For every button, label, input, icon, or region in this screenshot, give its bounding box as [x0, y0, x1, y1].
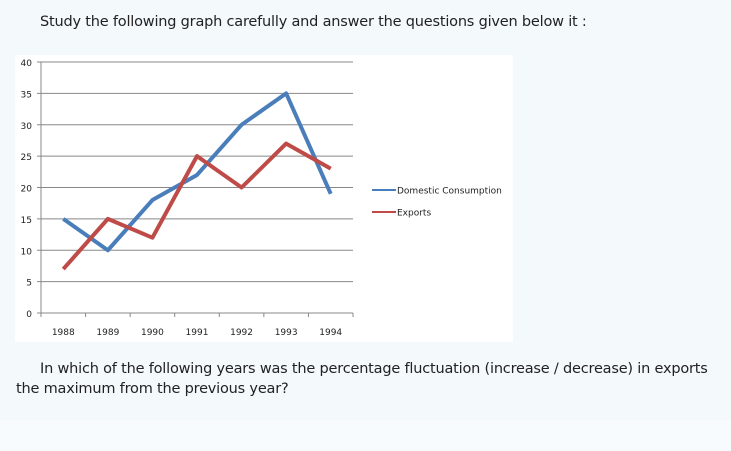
x-tick-label: 1991: [186, 328, 209, 338]
chart-svg: 0 5 10 15 20 25 30 35 40 1988 1989 1990 1991 1992 1993…: [21, 59, 502, 338]
footer-area: [0, 420, 731, 451]
x-tick-label: 1988: [52, 328, 75, 338]
y-tick-label: 40: [21, 59, 33, 69]
x-tick-label: 1989: [96, 328, 119, 338]
legend-label: Exports: [397, 209, 431, 219]
y-tick-label: 20: [21, 185, 33, 195]
x-tick-label: 1992: [230, 328, 253, 338]
y-tick-label: 15: [21, 216, 32, 226]
legend-label: Domestic Consumption: [397, 187, 502, 197]
y-tick-label: 0: [26, 310, 32, 320]
y-tick-label: 35: [21, 90, 32, 100]
heading: Study the following graph carefully and …: [40, 14, 587, 30]
y-tick-label: 30: [21, 122, 33, 132]
y-tick-label: 5: [26, 279, 32, 289]
x-tick-label: 1993: [275, 328, 298, 338]
y-tick-label: 10: [21, 247, 33, 257]
question-text: In which of the following years was the …: [16, 361, 708, 397]
line-chart: 0 5 10 15 20 25 30 35 40 1988 1989 1990 1991 1992 1993…: [15, 55, 513, 342]
x-tick-label: 1994: [319, 328, 342, 338]
x-tick-label: 1990: [141, 328, 164, 338]
y-tick-label: 25: [21, 153, 32, 163]
